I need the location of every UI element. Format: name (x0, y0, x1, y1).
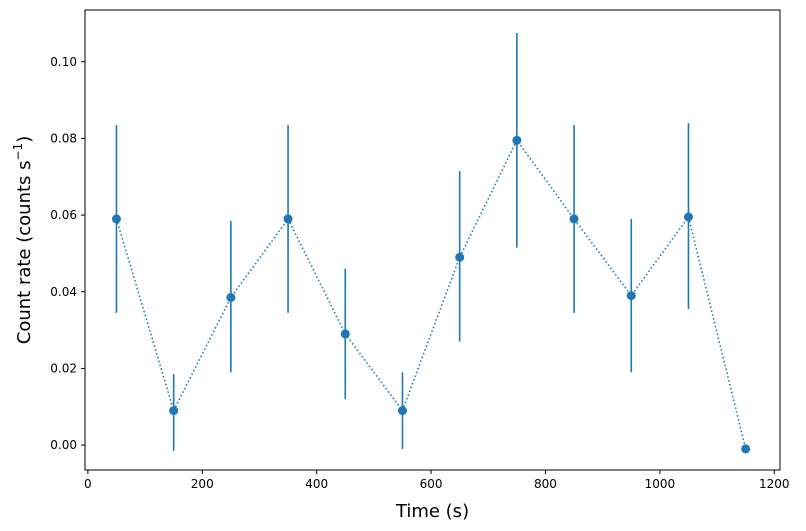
x-tick-label: 400 (305, 477, 328, 491)
x-tick-label: 800 (534, 477, 557, 491)
series-line (115, 138, 747, 450)
data-point (340, 329, 350, 339)
x-tick-label: 600 (420, 477, 443, 491)
x-tick-label: 1200 (759, 477, 790, 491)
x-axis-label: Time (s) (395, 501, 469, 522)
data-point (569, 214, 579, 224)
data-point (512, 135, 522, 145)
y-tick-label: 0.10 (50, 55, 77, 69)
data-point (683, 212, 693, 222)
data-point (397, 406, 407, 416)
y-tick-label: 0.02 (50, 361, 77, 375)
y-tick-label: 0.06 (50, 208, 77, 222)
data-point (626, 291, 636, 301)
data-point (741, 444, 751, 454)
y-tick-label: 0.08 (50, 131, 77, 145)
data-point (111, 214, 121, 224)
y-axis-label-exponent: −1 (11, 143, 25, 161)
data-point (226, 293, 236, 302)
x-axis: 0 200 400 600 800 1000 1200 (84, 470, 790, 491)
y-tick-label: 0.04 (50, 285, 77, 299)
y-axis-label-close: ) (14, 136, 35, 143)
data-point (169, 406, 179, 416)
x-tick-label: 1000 (645, 477, 676, 491)
x-tick-label: 200 (191, 477, 214, 491)
y-axis-label: Count rate (counts s−1) (11, 136, 35, 344)
data-point (455, 252, 465, 262)
plot-area-frame (84, 9, 781, 471)
x-tick-label: 0 (84, 477, 92, 491)
y-tick-label: 0.00 (50, 438, 77, 452)
y-axis: 0.00 0.02 0.04 0.06 0.08 0.10 (50, 55, 85, 452)
data-marks (111, 33, 751, 454)
data-point (283, 214, 293, 224)
y-axis-label-main: Count rate (counts s (14, 160, 35, 344)
